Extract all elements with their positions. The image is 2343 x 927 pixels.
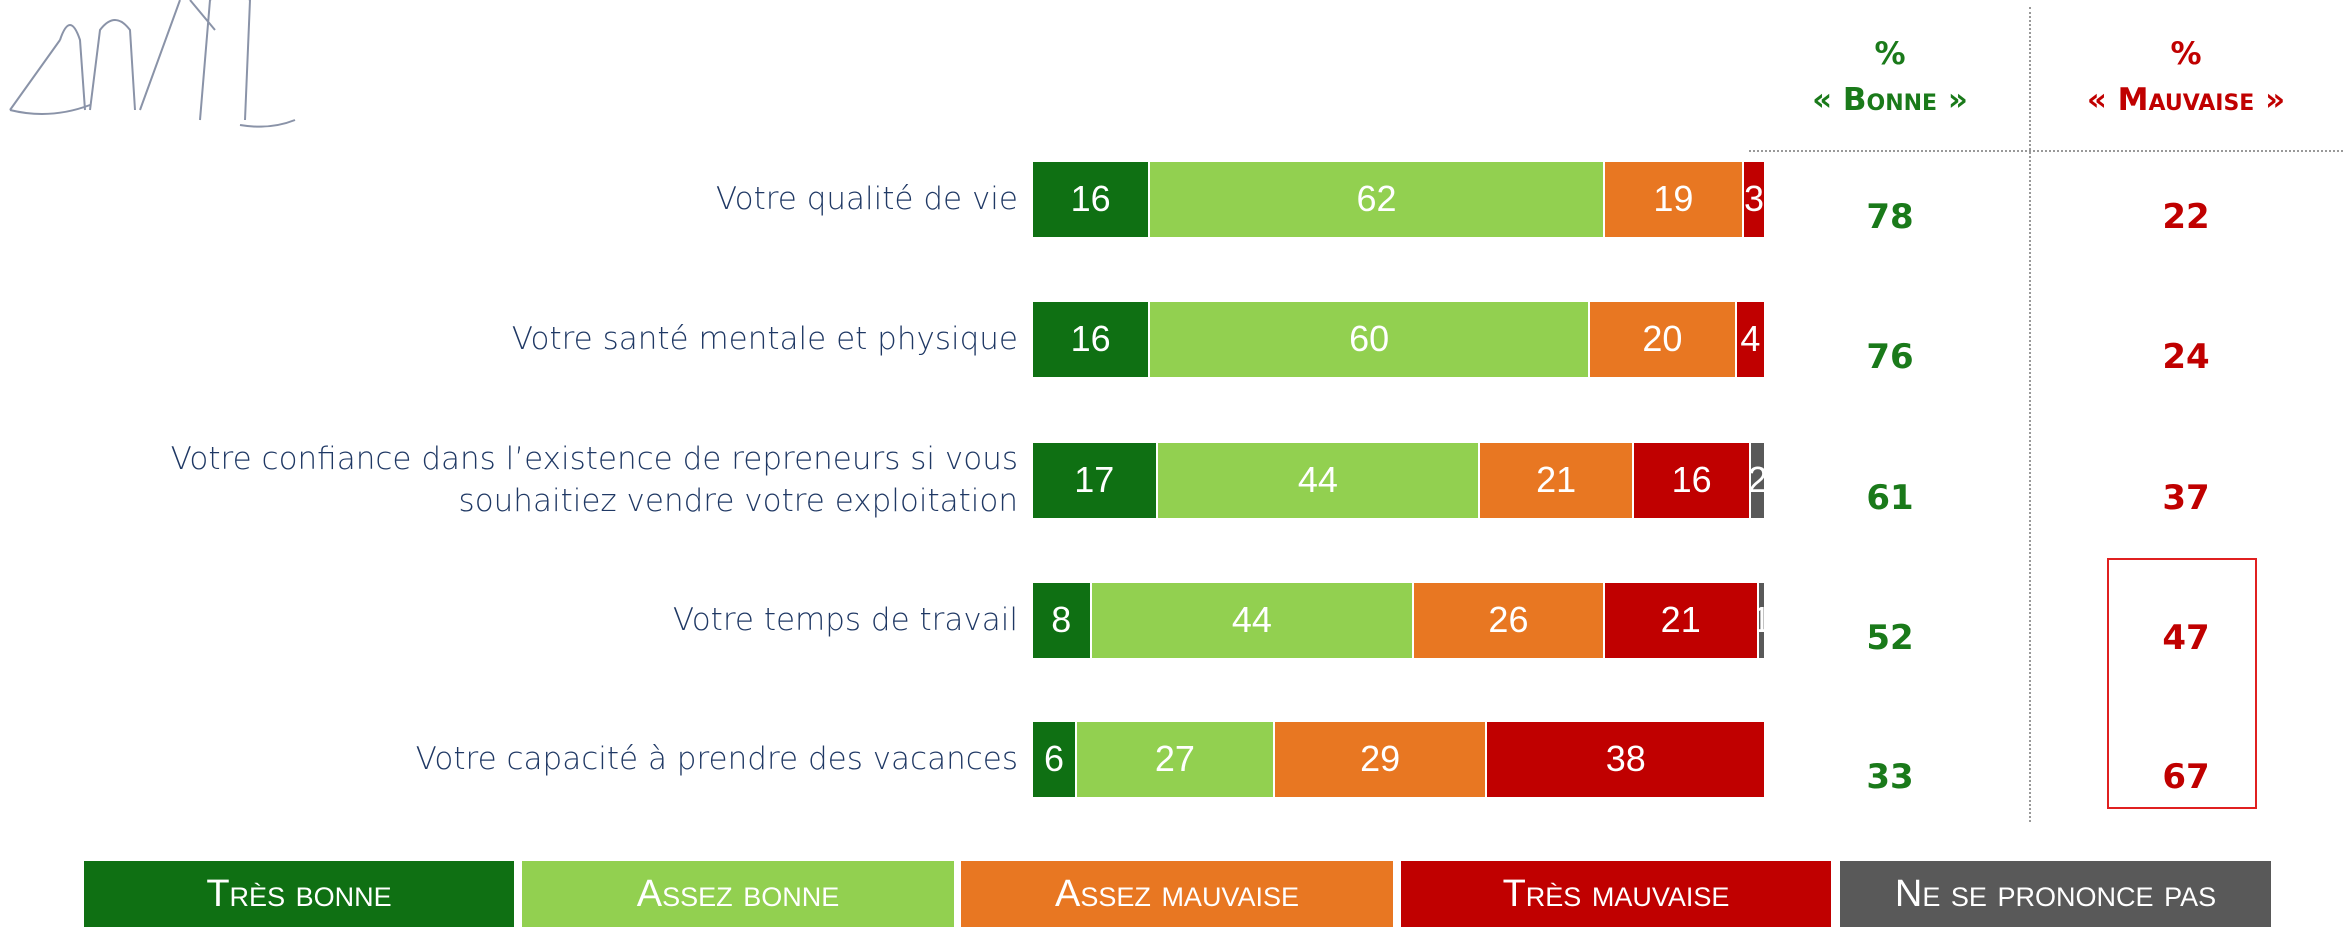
bar-segment: 1 [1758,582,1766,658]
category-label: Votre capacité à prendre des vacances [8,699,1018,819]
highlight-box [2107,558,2257,809]
bar-segment: 26 [1414,582,1605,658]
bar-segment: 17 [1033,442,1158,518]
bar-segment: 62 [1150,161,1605,237]
bar-segment: 6 [1033,721,1077,797]
category-label: Votre temps de travail [8,560,1018,680]
bar-segment: 27 [1076,721,1275,797]
category-text: Votre confiance dans l’existence de repr… [170,441,1018,519]
bar-segment: 21 [1604,582,1759,658]
category-label: Votre confiance dans l’existence de repr… [8,420,1018,540]
bar-segment: 20 [1590,301,1737,377]
bar-segment: 19 [1604,161,1744,237]
summary-value: 47 [2162,618,2210,658]
column-title: « Bonne » [1812,82,1968,118]
bar-segment: 16 [1033,301,1151,377]
bar-segment: 21 [1480,442,1635,518]
category-label: Votre santé mentale et physique [8,279,1018,399]
legend-item: Ne se prononce pas [1840,861,2271,927]
bar-segment: 8 [1033,582,1092,658]
column-title: « Mauvaise » [2086,82,2286,118]
category-label: Votre qualité de vie [8,139,1018,259]
legend-item: Très mauvaise [1401,861,1831,927]
bar-segment: 16 [1033,161,1151,237]
bar-segment: 60 [1150,301,1591,377]
bar-segment: 38 [1487,721,1766,797]
summary-value: 22 [2162,197,2210,237]
category-text: Votre santé mentale et physique [511,321,1018,357]
summary-value: 76 [1866,337,1914,377]
summary-value: 61 [1866,478,1914,518]
bar-segment: 4 [1736,301,1766,377]
bar-segment: 44 [1157,442,1481,518]
legend-item: Très bonne [84,861,514,927]
summary-value: 24 [2162,337,2210,377]
column-symbol: % [2170,36,2202,72]
bar-segment: 3 [1744,161,1766,237]
column-divider [2029,7,2031,822]
bar-segment: 44 [1091,582,1415,658]
summary-value: 33 [1866,757,1914,797]
column-symbol: % [1874,36,1906,72]
summary-value: 78 [1866,197,1914,237]
category-text: Votre qualité de vie [715,181,1018,217]
illustration [9,0,296,128]
summary-value: 37 [2162,478,2210,518]
summary-value: 67 [2162,757,2210,797]
category-text: Votre capacité à prendre des vacances [415,741,1018,777]
bar-segment: 16 [1634,442,1752,518]
legend-item: Assez mauvaise [961,861,1393,927]
bar-segment: 29 [1274,721,1488,797]
header-divider [1749,150,2343,152]
bar-segment: 2 [1751,442,1766,518]
category-text: Votre temps de travail [672,602,1018,638]
summary-value: 52 [1866,618,1914,658]
legend-item: Assez bonne [522,861,954,927]
